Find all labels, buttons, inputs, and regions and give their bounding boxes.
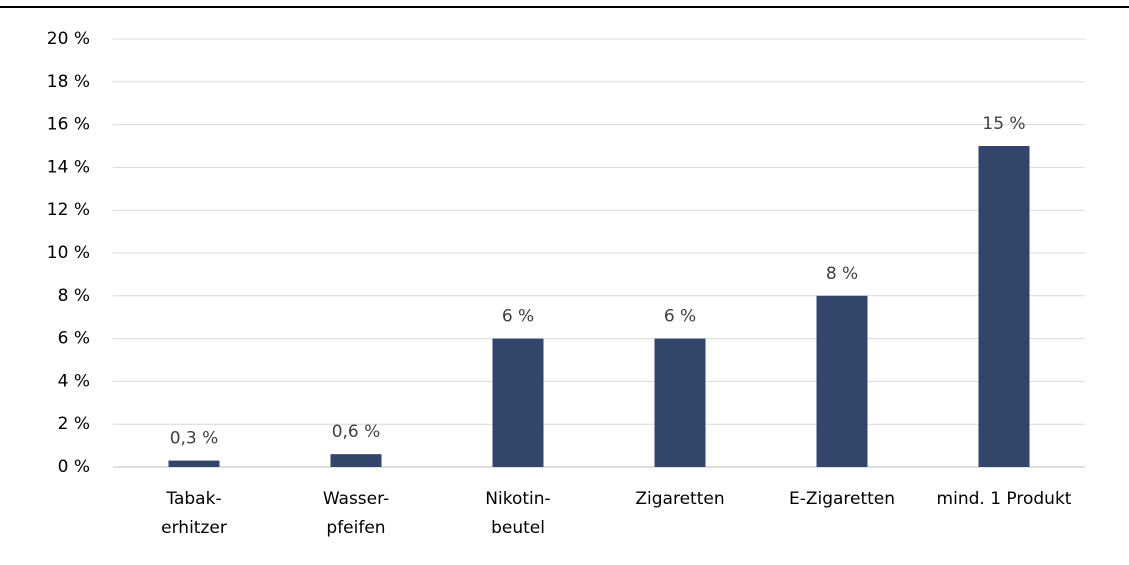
x-tick-label-line: beutel: [491, 518, 545, 538]
y-tick-label: 2 %: [58, 414, 90, 434]
value-label: 8 %: [826, 264, 858, 284]
y-tick-label: 10 %: [47, 243, 90, 263]
y-tick-label: 14 %: [47, 157, 90, 177]
y-tick-label: 20 %: [47, 29, 90, 49]
y-tick-label: 18 %: [47, 72, 90, 92]
x-tick-label-line: Nikotin-: [485, 489, 550, 509]
x-tick-label-line: Wasser-: [323, 489, 389, 509]
y-tick-label: 8 %: [58, 286, 90, 306]
x-tick-label: mind. 1 Produkt: [937, 489, 1072, 509]
x-tick-label-line: mind. 1 Produkt: [937, 489, 1072, 509]
bar: [654, 338, 706, 467]
bar: [168, 460, 220, 467]
x-tick-label-line: pfeifen: [326, 518, 385, 538]
x-tick-label-line: Tabak-: [165, 489, 221, 509]
y-tick-label: 16 %: [47, 115, 90, 135]
bar: [330, 454, 382, 467]
value-label: 6 %: [664, 307, 696, 327]
bar: [978, 146, 1030, 467]
y-tick-label: 0 %: [58, 457, 90, 477]
x-tick-label: Wasser-pfeifen: [323, 489, 389, 538]
value-label: 6 %: [502, 307, 534, 327]
x-tick-label: E-Zigaretten: [789, 489, 895, 509]
x-tick-label-line: E-Zigaretten: [789, 489, 895, 509]
y-tick-label: 6 %: [58, 329, 90, 349]
y-tick-label: 12 %: [47, 200, 90, 220]
bar: [492, 338, 544, 467]
x-tick-label: Tabak-erhitzer: [161, 489, 227, 538]
x-tick-label-line: Zigaretten: [635, 489, 724, 509]
x-tick-label-line: erhitzer: [161, 518, 227, 538]
x-tick-label: Zigaretten: [635, 489, 724, 509]
value-label: 0,3 %: [170, 429, 219, 449]
bar: [816, 295, 868, 467]
value-label: 0,6 %: [332, 422, 381, 442]
y-tick-label: 4 %: [58, 371, 90, 391]
value-label: 15 %: [982, 114, 1025, 134]
x-tick-label: Nikotin-beutel: [485, 489, 550, 538]
